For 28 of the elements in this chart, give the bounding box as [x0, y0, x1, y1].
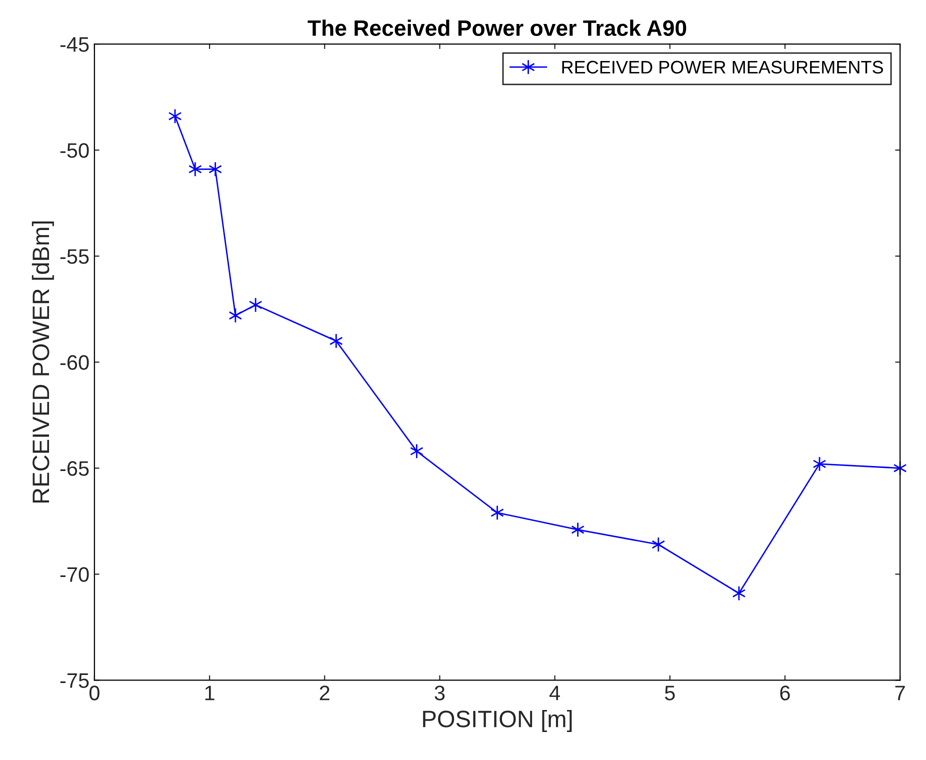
point [329, 333, 343, 349]
x-tick-label: 5 [664, 686, 675, 700]
y-tick-label: -60 [60, 355, 89, 370]
y-tick-label: -70 [60, 567, 89, 582]
point [410, 444, 424, 459]
y-tick-label: -75 [60, 673, 89, 688]
point [571, 522, 585, 538]
x-tick-label: 6 [780, 686, 790, 700]
x-tick-label: 4 [549, 686, 560, 700]
x-tick-label: 0 [89, 686, 100, 700]
x-tick-label: 3 [434, 686, 445, 700]
y-tick-label: -50 [60, 143, 89, 158]
y-tick-label: -55 [60, 249, 89, 264]
chart-title: The Received Power over Track A90 [308, 20, 686, 36]
y-axis-title: RECEIVED POWER [dBm] [32, 221, 54, 503]
point [208, 162, 222, 177]
x-tick-label: 2 [320, 686, 330, 700]
legend-label: RECEIVED POWER MEASUREMENTS [562, 60, 883, 74]
x-tick-label: 7 [895, 686, 905, 700]
point [490, 505, 504, 520]
point [188, 162, 202, 177]
point [248, 297, 262, 313]
point [228, 308, 242, 324]
x-tick-label: 1 [205, 686, 214, 700]
point [652, 536, 666, 552]
y-tick-label: -45 [60, 37, 89, 52]
y-tick-label: -65 [60, 461, 89, 476]
x-axis-title: POSITION [m] [423, 710, 572, 732]
